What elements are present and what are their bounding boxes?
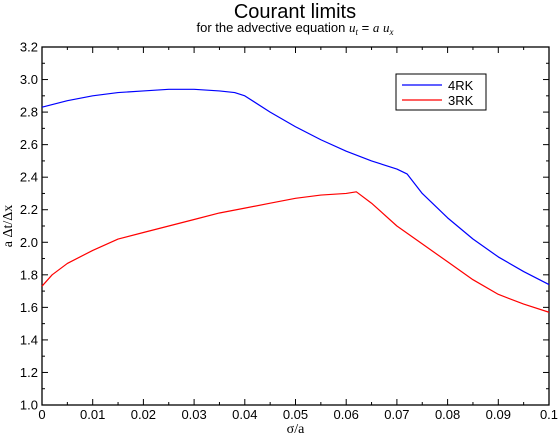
y-tick-label: 1.0 [20, 398, 38, 413]
y-tick-label: 2.0 [20, 235, 38, 250]
chart-title: Courant limits [234, 1, 356, 23]
x-tick-label: 0.09 [486, 407, 511, 422]
subtitle-t-subscript: t [356, 27, 359, 37]
x-tick-label: 0.02 [131, 407, 156, 422]
y-tick-label: 1.8 [20, 267, 38, 282]
y-tick-label: 2.4 [20, 170, 38, 185]
subtitle-equals: = [358, 20, 373, 35]
x-tick-label: 0 [38, 407, 45, 422]
x-tick-label: 0.04 [232, 407, 257, 422]
chart-subtitle: for the advective equation ut = a ux [197, 20, 394, 37]
axis-ticks-group [41, 46, 550, 406]
y-axis-label: a Δt/Δx [1, 205, 16, 248]
y-tick-label: 1.4 [20, 332, 38, 347]
y-tick-label: 2.2 [20, 202, 38, 217]
x-tick-label: 0.1 [540, 407, 558, 422]
subtitle-a: a [373, 20, 380, 35]
legend-label-4rk: 4RK [448, 78, 474, 93]
series-group [41, 88, 550, 313]
series-line-4rk [41, 88, 550, 286]
legend-label-3rk: 3RK [448, 93, 474, 108]
y-tick-label: 1.2 [20, 365, 38, 380]
y-tick-label: 2.8 [20, 105, 38, 120]
x-tick-label: 0.03 [181, 407, 206, 422]
subtitle-ux: u [383, 20, 390, 35]
y-tick-label: 3.2 [20, 40, 38, 55]
x-tick-label: 0.08 [435, 407, 460, 422]
x-tick-label: 0.06 [334, 407, 359, 422]
y-tick-label: 3.0 [20, 72, 38, 87]
x-tick-label: 0.07 [384, 407, 409, 422]
legend-box [395, 73, 487, 111]
x-tick-label: 0.01 [80, 407, 105, 422]
x-tick-label: 0.05 [283, 407, 308, 422]
subtitle-u: u [349, 20, 356, 35]
subtitle-x-subscript: x [388, 27, 393, 37]
series-line-3rk [41, 191, 550, 313]
subtitle-prefix: for the advective equation [197, 20, 350, 35]
y-tick-label: 2.6 [20, 137, 38, 152]
x-axis-label: σ/a [287, 422, 305, 436]
y-tick-label: 1.6 [20, 300, 38, 315]
